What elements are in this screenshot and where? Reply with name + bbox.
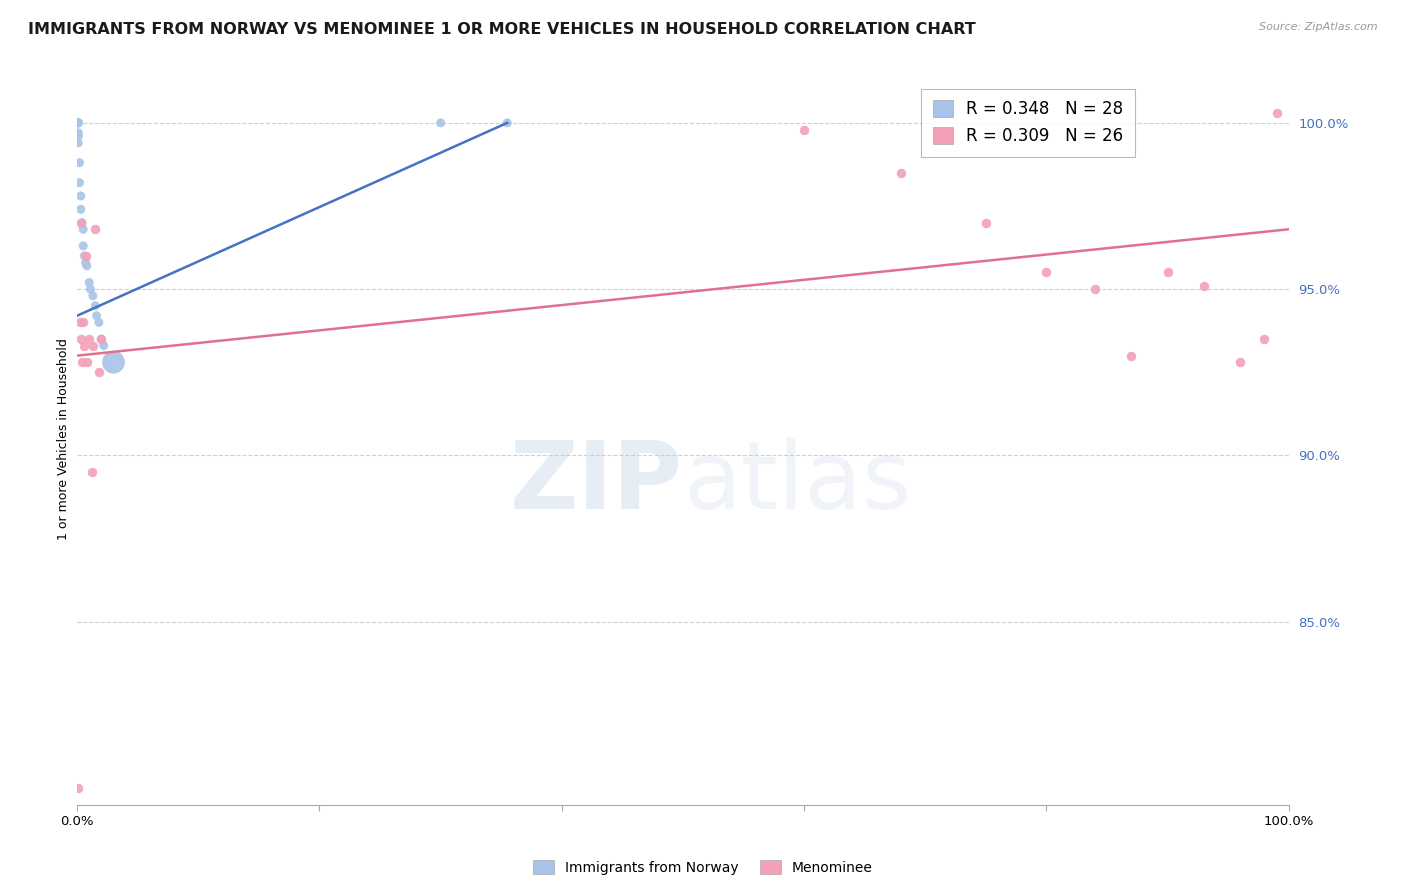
Point xyxy=(67,116,90,130)
Point xyxy=(67,126,90,140)
Point xyxy=(1035,265,1057,279)
Point xyxy=(73,249,96,263)
Point xyxy=(1229,355,1251,369)
Point xyxy=(75,255,97,269)
Text: IMMIGRANTS FROM NORWAY VS MENOMINEE 1 OR MORE VEHICLES IN HOUSEHOLD CORRELATION : IMMIGRANTS FROM NORWAY VS MENOMINEE 1 OR… xyxy=(28,22,976,37)
Text: Source: ZipAtlas.com: Source: ZipAtlas.com xyxy=(1260,22,1378,32)
Legend: Immigrants from Norway, Menominee: Immigrants from Norway, Menominee xyxy=(527,855,879,880)
Legend: R = 0.348   N = 28, R = 0.309   N = 26: R = 0.348 N = 28, R = 0.309 N = 26 xyxy=(921,88,1135,157)
Point xyxy=(72,315,94,329)
Point xyxy=(84,222,107,236)
Y-axis label: 1 or more Vehicles in Household: 1 or more Vehicles in Household xyxy=(58,338,70,540)
Point xyxy=(93,338,115,352)
Point xyxy=(90,332,112,346)
Point xyxy=(1253,332,1275,346)
Point xyxy=(429,116,451,130)
Point xyxy=(103,355,125,369)
Point xyxy=(496,116,519,130)
Point xyxy=(1265,106,1288,120)
Point xyxy=(69,189,91,203)
Point xyxy=(70,355,93,369)
Point xyxy=(69,332,91,346)
Point xyxy=(77,276,100,290)
Point xyxy=(80,465,103,479)
Point xyxy=(1156,265,1178,279)
Point xyxy=(87,365,110,379)
Point xyxy=(1192,278,1215,293)
Point xyxy=(69,155,91,169)
Point xyxy=(793,122,815,136)
Text: atlas: atlas xyxy=(683,437,911,529)
Point xyxy=(67,129,90,144)
Point xyxy=(67,116,90,130)
Point xyxy=(69,202,91,217)
Point xyxy=(90,332,112,346)
Point xyxy=(1084,282,1107,296)
Point xyxy=(72,239,94,253)
Point xyxy=(69,216,91,230)
Point xyxy=(67,116,90,130)
Point xyxy=(82,289,104,303)
Point xyxy=(69,176,91,190)
Point xyxy=(82,338,104,352)
Point xyxy=(67,116,90,130)
Point xyxy=(1121,349,1143,363)
Point xyxy=(77,332,100,346)
Point xyxy=(73,338,96,352)
Point xyxy=(69,315,91,329)
Point xyxy=(87,315,110,329)
Point xyxy=(974,216,997,230)
Point xyxy=(84,299,107,313)
Point xyxy=(72,222,94,236)
Point xyxy=(67,780,90,795)
Text: ZIP: ZIP xyxy=(510,437,683,529)
Point xyxy=(86,309,108,323)
Point xyxy=(75,249,97,263)
Point xyxy=(67,136,90,150)
Point xyxy=(76,355,98,369)
Point xyxy=(70,216,93,230)
Point xyxy=(890,166,912,180)
Point xyxy=(79,282,101,296)
Point xyxy=(76,259,98,273)
